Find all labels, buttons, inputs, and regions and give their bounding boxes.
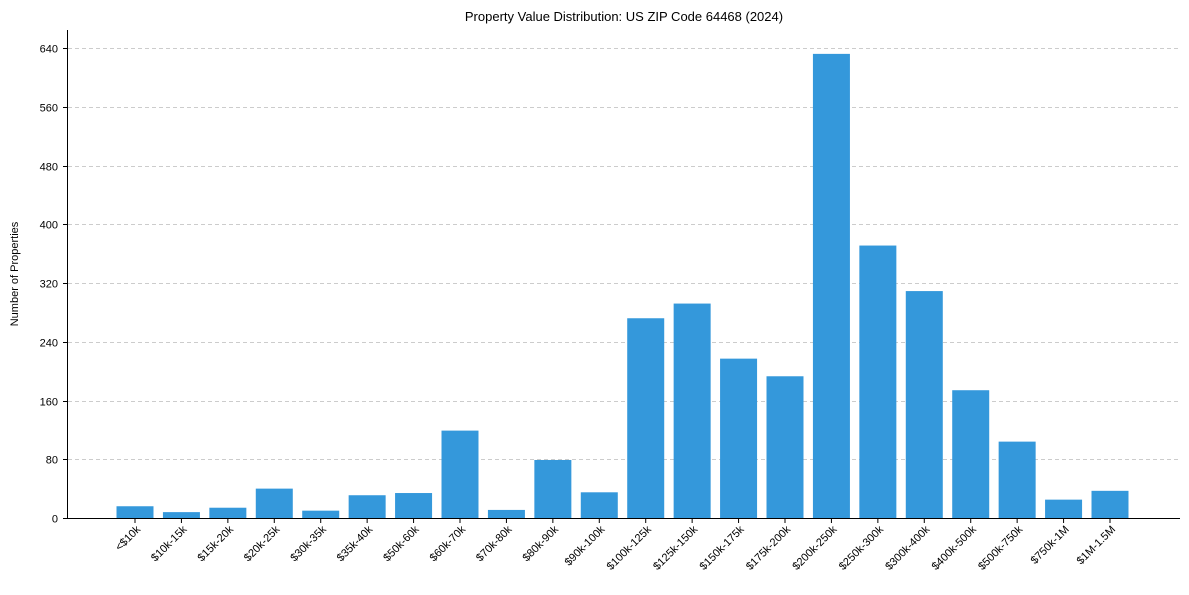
x-tick-label: $80k-90k — [520, 523, 561, 564]
y-tick-label: 160 — [40, 397, 58, 409]
y-tick-label: 80 — [46, 455, 58, 467]
y-axis-ticks: 0 80 160 240 320 400 480 560 640 — [40, 44, 67, 526]
bar — [1091, 490, 1129, 518]
x-tick-label: $90k-100k — [563, 523, 608, 568]
bar — [673, 303, 711, 518]
y-tick-label: 320 — [40, 279, 58, 291]
bar — [302, 510, 340, 518]
x-tick-label: $200k-250k — [790, 523, 839, 572]
x-tick-label: $50k-60k — [381, 523, 422, 564]
bar — [255, 488, 293, 518]
bar — [859, 245, 897, 518]
x-tick-label: $35k-40k — [335, 523, 376, 564]
bars — [116, 53, 1129, 518]
y-tick-label: 480 — [40, 162, 58, 174]
x-tick-label: $15k-20k — [195, 523, 236, 564]
bar — [487, 509, 525, 518]
bar — [766, 376, 804, 518]
bar — [812, 53, 850, 518]
bar — [395, 493, 433, 518]
bar — [534, 459, 572, 518]
x-tick-label: $20k-25k — [242, 523, 283, 564]
y-tick-label: 560 — [40, 103, 58, 115]
x-tick-label: $30k-35k — [288, 523, 329, 564]
x-tick-label: $70k-80k — [474, 523, 515, 564]
y-axis-label: Number of Properties — [9, 221, 21, 326]
bar — [441, 430, 479, 518]
y-tick-label: 640 — [40, 44, 58, 56]
x-tick-label: $150k-175k — [698, 523, 747, 572]
x-tick-label: $500k-750k — [976, 523, 1025, 572]
bar — [162, 512, 200, 518]
x-tick-label: $125k-150k — [651, 523, 700, 572]
x-axis-ticks: <$10k $10k-15k $15k-20k $20k-25k $30k-35k $35… — [113, 519, 1118, 573]
bar — [627, 318, 665, 518]
bar — [348, 495, 386, 518]
x-tick-label: $1M-1.5M — [1075, 524, 1119, 568]
bar — [1045, 499, 1083, 518]
x-tick-label: $60k-70k — [428, 523, 469, 564]
x-tick-label: $250k-300k — [837, 523, 886, 572]
bar — [952, 390, 990, 518]
grid-lines — [68, 48, 1180, 460]
chart-title: Property Value Distribution: US ZIP Code… — [465, 9, 783, 24]
y-tick-label: 400 — [40, 220, 58, 232]
x-tick-label: $300k-400k — [883, 523, 932, 572]
x-tick-label: $10k-15k — [149, 523, 190, 564]
y-tick-label: 0 — [52, 514, 58, 526]
y-tick-label: 240 — [40, 338, 58, 350]
x-tick-label: <$10k — [113, 523, 143, 553]
bar — [720, 358, 758, 518]
bar — [116, 506, 154, 518]
bar — [905, 291, 943, 518]
bar — [998, 441, 1036, 518]
x-tick-label: $400k-500k — [930, 523, 979, 572]
x-tick-label: $100k-125k — [605, 523, 654, 572]
bar — [580, 492, 618, 518]
x-tick-label: $750k-1M — [1029, 524, 1072, 567]
bar — [209, 507, 247, 518]
x-tick-label: $175k-200k — [744, 523, 793, 572]
